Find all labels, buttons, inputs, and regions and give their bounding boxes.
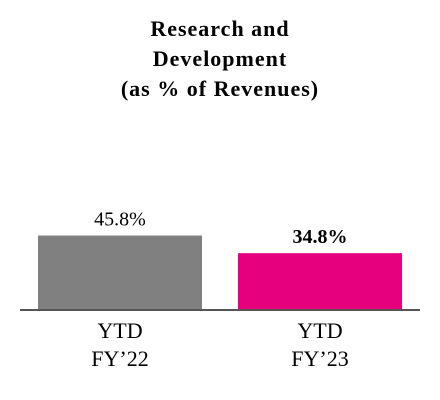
chart-title-line-1: Research and	[150, 16, 290, 41]
x-tick-label-1-line-1: YTD	[97, 318, 142, 343]
x-tick-label-2-line-2: FY’23	[291, 346, 348, 371]
x-tick-label-2-line-1: YTD	[297, 318, 342, 343]
bar-1	[38, 235, 202, 309]
chart-title-line-3: (as % of Revenues)	[120, 76, 320, 101]
chart-title: Research and Development (as % of Revenu…	[0, 14, 440, 104]
chart-title-line-2: Development	[152, 46, 288, 71]
data-label-1: 45.8%	[94, 209, 146, 231]
x-tick-label-1-line-2: FY’22	[91, 346, 148, 371]
data-label-2: 34.8%	[293, 226, 348, 248]
bar-2	[238, 253, 402, 309]
